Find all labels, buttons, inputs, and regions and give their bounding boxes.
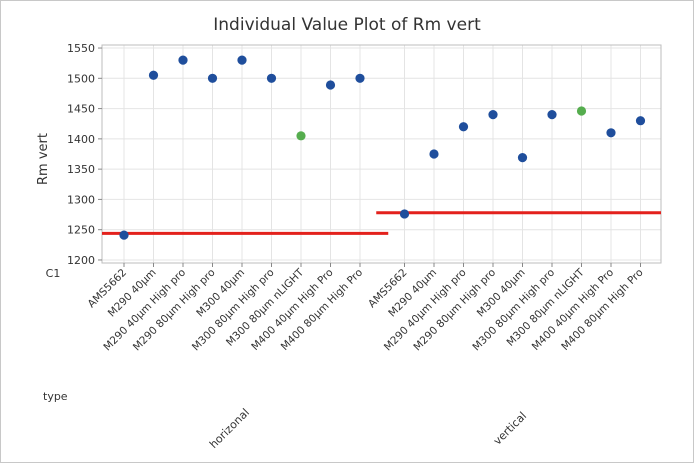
data-point	[517, 153, 528, 163]
y-tick-label: 1450	[67, 103, 95, 116]
data-point	[606, 128, 616, 138]
y-tick-label: 1400	[67, 133, 95, 146]
grid-layer	[102, 45, 661, 263]
group-label-horizonal: horizonal	[207, 406, 252, 451]
data-point	[296, 131, 306, 141]
category-row-label: C1	[46, 267, 61, 280]
data-point	[237, 55, 247, 65]
y-tick-label: 1250	[67, 224, 95, 237]
group-row-label: type	[43, 390, 68, 403]
data-points	[119, 55, 646, 240]
data-point	[355, 73, 365, 83]
chart-title: Individual Value Plot of Rm vert	[213, 15, 481, 35]
data-point	[266, 73, 277, 83]
y-tick-label: 1300	[67, 193, 95, 206]
data-point	[325, 80, 336, 90]
data-point	[576, 106, 587, 116]
data-point	[119, 230, 129, 240]
group-label-vertical: vertical	[491, 409, 529, 447]
y-axis-label: Rm vert	[36, 133, 51, 185]
y-tick-label: 1550	[67, 42, 95, 55]
data-point	[429, 149, 439, 159]
plot-area	[101, 44, 662, 264]
data-point	[399, 209, 410, 219]
data-point	[488, 110, 498, 120]
y-axis-ticks: 1200 1250 1300 1350 1400 1450 1500 1550	[67, 42, 641, 267]
y-tick-label: 1200	[67, 254, 95, 267]
data-point	[458, 122, 469, 132]
group-labels: horizonal vertical	[207, 406, 529, 451]
data-point	[547, 110, 557, 120]
y-tick-label: 1350	[67, 163, 95, 176]
reference-lines	[102, 211, 661, 235]
data-point	[178, 55, 188, 65]
y-tick-label: 1500	[67, 72, 95, 85]
data-point	[635, 116, 646, 126]
data-point	[148, 70, 159, 80]
data-point	[207, 73, 218, 83]
